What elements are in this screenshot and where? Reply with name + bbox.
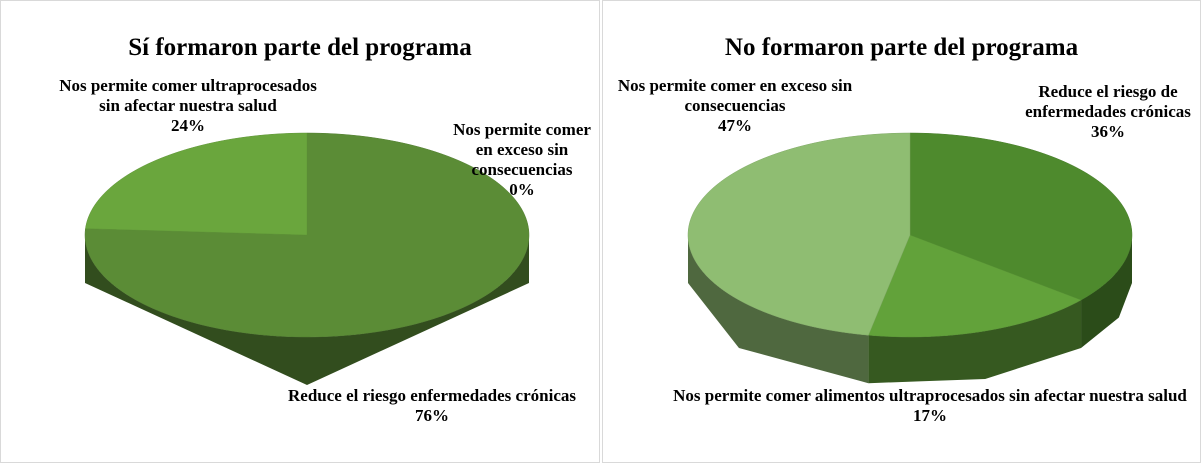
slice-value-label: 47% bbox=[718, 116, 752, 135]
slice bbox=[909, 132, 1133, 301]
slice-label: Nos permite comer en exceso sin consecue… bbox=[453, 120, 591, 179]
slice bbox=[687, 132, 911, 336]
slice-value-label: 0% bbox=[509, 180, 535, 199]
slice-side bbox=[1081, 235, 1132, 349]
chart-panel bbox=[0, 0, 600, 463]
chart-title: No formaron parte del programa bbox=[724, 34, 1079, 61]
slice-side bbox=[688, 235, 869, 384]
slice-side bbox=[85, 235, 529, 385]
slice-label: Reduce el riesgo enfermedades crónicas bbox=[288, 386, 576, 405]
slice-value-label: 24% bbox=[171, 116, 205, 135]
slice bbox=[868, 234, 1082, 338]
slice-value-label: 76% bbox=[415, 406, 449, 425]
slice-label: Reduce el riesgo de enfermedades crónica… bbox=[1025, 82, 1191, 121]
slice-label: Nos permite comer alimentos ultraprocesa… bbox=[673, 386, 1187, 405]
chart-title: Sí formaron parte del programa bbox=[128, 34, 472, 61]
slice-side bbox=[868, 300, 1082, 384]
slice-value-label: 17% bbox=[913, 406, 947, 425]
slice-label: Nos permite comer en exceso sin consecue… bbox=[617, 76, 853, 115]
slice-value-label: 36% bbox=[1091, 122, 1125, 141]
slice bbox=[85, 132, 308, 236]
slice-label: Nos permite comer ultraprocesados sin af… bbox=[59, 76, 317, 115]
